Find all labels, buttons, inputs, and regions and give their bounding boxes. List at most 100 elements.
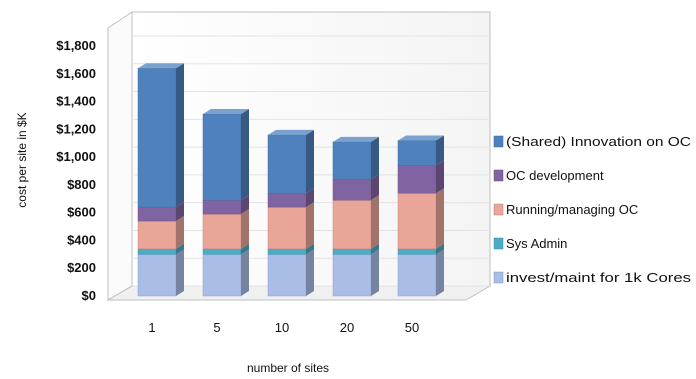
- bar-segment-front: [203, 249, 241, 255]
- x-tick-label: 5: [213, 320, 220, 335]
- bar-segment: [138, 63, 184, 207]
- bar-stack: [203, 109, 249, 296]
- bar-segment-side: [371, 195, 379, 249]
- bar-segment: [203, 209, 249, 249]
- x-tick-label: 10: [275, 320, 289, 335]
- bar-segment-top: [398, 135, 444, 140]
- bar-segment-top: [203, 109, 249, 114]
- bar-segment-side: [306, 249, 314, 296]
- bar-segment: [138, 249, 184, 296]
- bar-segment: [333, 249, 379, 296]
- bar-stack: [268, 130, 314, 296]
- bar-segment-top: [333, 137, 379, 142]
- bar-segment-side: [306, 202, 314, 249]
- bar-segment-front: [333, 254, 371, 296]
- legend-item: invest/maint for 1k Cores: [494, 270, 692, 285]
- y-tick-label: $1,400: [56, 94, 96, 109]
- bar-stack: [138, 63, 184, 296]
- bar-segment-side: [241, 109, 249, 200]
- bar-segment: [268, 130, 314, 193]
- legend-swatch: [494, 136, 503, 147]
- bar-segment-front: [333, 142, 371, 180]
- y-tick-label: $1,800: [56, 38, 96, 53]
- bar-segment: [203, 109, 249, 200]
- legend-item: OC development: [494, 168, 604, 183]
- bar-segment: [398, 249, 444, 296]
- y-tick-label: $400: [67, 232, 96, 247]
- legend-swatch: [494, 204, 503, 215]
- bar-segment-front: [398, 193, 436, 249]
- bar-segment-front: [333, 200, 371, 249]
- bar-segment-side: [436, 135, 444, 165]
- x-tick-label: 50: [405, 320, 419, 335]
- legend-label: Running/managing OC: [506, 202, 638, 217]
- y-tick-label: $1,600: [56, 66, 96, 81]
- bar-segment-front: [398, 165, 436, 193]
- bar-segment: [203, 249, 249, 296]
- bar-segment-front: [268, 207, 306, 249]
- bar-segment-front: [268, 254, 306, 296]
- bar-segment-front: [138, 249, 176, 255]
- bar-segment-front: [398, 249, 436, 255]
- bar-segment-side: [176, 63, 184, 207]
- legend-item: Running/managing OC: [494, 202, 638, 217]
- bar-segment-top: [268, 130, 314, 135]
- side-wall: [108, 12, 132, 300]
- bar-segment-side: [371, 249, 379, 296]
- legend-swatch: [494, 170, 503, 181]
- bar-segment-front: [138, 221, 176, 249]
- y-tick-label: $0: [82, 288, 96, 303]
- bar-segment: [398, 188, 444, 249]
- legend-swatch: [494, 272, 503, 283]
- bar-segment-front: [203, 114, 241, 200]
- bar-segment-side: [436, 160, 444, 193]
- legend-label: invest/maint for 1k Cores: [506, 270, 692, 285]
- x-tick-labels: 1 5 10 20 50: [148, 320, 419, 335]
- legend-item: (Shared) Innovation on OC: [494, 134, 691, 149]
- legend-label: (Shared) Innovation on OC: [506, 134, 691, 149]
- bar-segment: [333, 195, 379, 249]
- bar-segment-side: [436, 249, 444, 296]
- bar-stack: [333, 137, 379, 296]
- bar-segment-front: [333, 249, 371, 255]
- bar-segment-front: [138, 254, 176, 296]
- bar-segment-side: [241, 249, 249, 296]
- bar-segment-top: [138, 63, 184, 68]
- y-tick-label: $1,200: [56, 121, 96, 136]
- legend-label: OC development: [506, 168, 604, 183]
- bar-segment-front: [203, 214, 241, 249]
- bar-segment: [268, 202, 314, 249]
- bar-segment-side: [176, 216, 184, 249]
- bar-stack: [398, 135, 444, 296]
- bar-segment: [333, 137, 379, 180]
- legend-swatch: [494, 238, 503, 249]
- bar-segment-side: [176, 249, 184, 296]
- x-axis-title: number of sites: [247, 361, 329, 375]
- x-tick-label: 20: [340, 320, 354, 335]
- bar-segment-front: [203, 254, 241, 296]
- bar-segment-front: [398, 140, 436, 165]
- bar-segment-front: [398, 254, 436, 296]
- bar-segment: [398, 135, 444, 165]
- bar-segment-front: [138, 207, 176, 221]
- bar-segment-front: [203, 200, 241, 214]
- bar-segment-front: [333, 179, 371, 200]
- bar-segment-front: [138, 68, 176, 207]
- bar-segment-side: [436, 188, 444, 249]
- bar-segment-front: [268, 193, 306, 207]
- bar-segment-front: [268, 249, 306, 255]
- bar-segment: [268, 249, 314, 296]
- y-tick-label: $1,000: [56, 149, 96, 164]
- bar-segment-front: [268, 135, 306, 193]
- bar-segment-side: [306, 130, 314, 193]
- bar-segment-side: [241, 209, 249, 249]
- legend: (Shared) Innovation on OC OC development R…: [494, 134, 692, 285]
- y-tick-labels: $0 $200 $400 $600 $800 $1,000 $1,200 $1,400 $1,6…: [56, 38, 96, 303]
- legend-item: Sys Admin: [494, 236, 567, 251]
- y-tick-label: $600: [67, 205, 96, 220]
- x-tick-label: 1: [148, 320, 155, 335]
- y-tick-label: $200: [67, 260, 96, 275]
- y-axis-title: cost per site in $K: [15, 112, 29, 207]
- legend-label: Sys Admin: [506, 236, 567, 251]
